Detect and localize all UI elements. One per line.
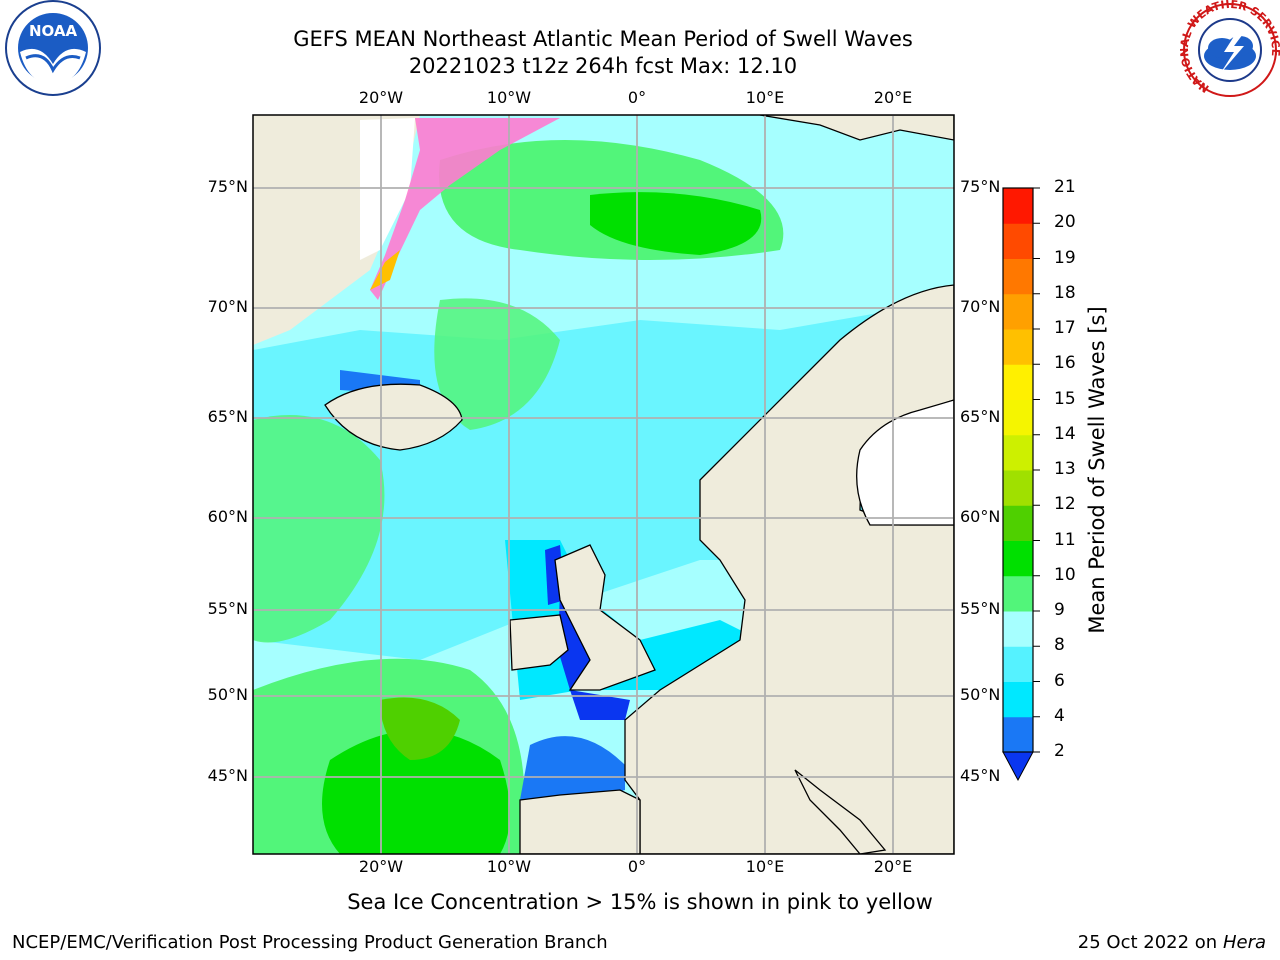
colorbar-tick-label: 9 (1054, 600, 1065, 620)
sea-ice-gulf-of-bothnia (856, 399, 954, 526)
colorbar-tick-label: 13 (1054, 459, 1076, 479)
colorbar-tick-label: 10 (1054, 564, 1076, 585)
colorbar-tick-label: 17 (1054, 318, 1076, 338)
colorbar-tick-label: 20 (1054, 212, 1076, 233)
colorbar-block (1003, 611, 1033, 647)
colorbar-block (1003, 646, 1033, 682)
lat-tick-right: 55°N (960, 599, 1001, 618)
map-graticule (253, 115, 954, 854)
land-iberia (519, 789, 641, 854)
lat-tick-right: 75°N (960, 177, 1001, 196)
lon-tick-bottom: 10°W (486, 857, 532, 876)
colorbar-block (1003, 434, 1033, 471)
land-svalbard (759, 115, 954, 141)
lon-tick-top: 20°W (358, 88, 404, 107)
national-weather-service-logo-icon: NATIONAL WEATHER SERVICE (1180, 0, 1280, 97)
lon-tick-top: 10°E (745, 88, 785, 107)
colorbar-block (1003, 575, 1033, 612)
sea-ice-edge (370, 118, 560, 300)
colorbar-tick-label: 6 (1054, 670, 1065, 691)
swell-zone-core-north (590, 192, 762, 255)
colorbar-label: Mean Period of Swell Waves [s] (1085, 306, 1109, 634)
swell-zone-west-atlantic (253, 415, 385, 643)
colorbar-block (1003, 681, 1033, 718)
swell-zone-biscay (520, 736, 625, 802)
chart-title: GEFS MEAN Northeast Atlantic Mean Period… (293, 27, 913, 51)
lon-tick-top: 10°W (486, 88, 532, 107)
lat-tick-left: 60°N (207, 507, 248, 526)
colorbar-block (1003, 716, 1033, 753)
lat-tick-right: 65°N (960, 407, 1001, 426)
map-frame (252, 114, 955, 855)
colorbar-tick-label: 8 (1054, 635, 1065, 656)
sea-ice-greenland-coast (360, 118, 415, 260)
colorbar-tick-label: 2 (1054, 741, 1065, 761)
colorbar (1002, 187, 1040, 782)
footer-host: Hera (1222, 932, 1266, 953)
chart-subtitle: 20221023 t12z 264h fcst Max: 12.10 (408, 54, 798, 78)
colorbar-block (1003, 223, 1033, 259)
footer-date-text: 25 Oct 2022 on (1077, 932, 1223, 953)
colorbar-tick-label: 15 (1054, 388, 1076, 409)
lat-tick-right: 60°N (960, 507, 1001, 526)
lon-tick-bottom: 20°E (873, 857, 913, 876)
colorbar-tick-label: 11 (1054, 529, 1076, 550)
sea-ice-high-concentration (370, 250, 400, 290)
sea-ice-caption: Sea Ice Concentration > 15% is shown in … (347, 890, 933, 914)
colorbar-tick-label: 19 (1054, 247, 1076, 268)
colorbar-block (1003, 188, 1033, 224)
colorbar-tick-label: 21 (1054, 177, 1076, 197)
colorbar-block (1003, 258, 1033, 295)
lat-tick-right: 45°N (960, 766, 1001, 785)
colorbar-block (1003, 470, 1033, 506)
swell-zone-east-iceland (434, 298, 560, 430)
lon-tick-bottom: 10°E (745, 857, 785, 876)
footer-credit: NCEP/EMC/Verification Post Processing Pr… (12, 932, 608, 953)
lon-tick-bottom: 20°W (358, 857, 404, 876)
lon-tick-bottom: 0° (627, 857, 647, 876)
footer-date: 25 Oct 2022 on Hera (1078, 932, 1266, 953)
lat-tick-left: 75°N (207, 177, 248, 196)
colorbar-tick-label: 18 (1054, 282, 1076, 303)
colorbar-tick-label: 4 (1054, 705, 1065, 726)
swell-zone-core-south (322, 730, 510, 854)
colorbar-block (1003, 293, 1033, 330)
land-ireland (509, 614, 569, 671)
swell-zone-channel (570, 690, 630, 720)
noaa-logo-text: NOAA (29, 22, 78, 40)
noaa-logo-icon: NOAA (5, 0, 101, 96)
colorbar-block (1003, 329, 1033, 365)
colorbar-tick-label: 16 (1054, 353, 1076, 374)
land-iceland (324, 383, 463, 451)
land-italy (794, 769, 887, 854)
colorbar-extend-arrow (1002, 751, 1034, 782)
colorbar-tick-label: 14 (1054, 423, 1076, 444)
swell-zone-max (380, 697, 460, 760)
lat-tick-right: 50°N (960, 685, 1001, 704)
lon-tick-top: 20°E (873, 88, 913, 107)
lat-tick-left: 65°N (207, 407, 248, 426)
lon-tick-top: 0° (627, 88, 647, 107)
lat-tick-left: 70°N (207, 297, 248, 316)
colorbar-block (1003, 505, 1033, 541)
lat-tick-right: 70°N (960, 297, 1001, 316)
land-great-britain (554, 544, 656, 691)
colorbar-block (1003, 364, 1033, 400)
colorbar-block (1003, 540, 1033, 577)
colorbar-tick-label: 12 (1054, 494, 1076, 515)
lat-tick-left: 50°N (207, 685, 248, 704)
lat-tick-left: 45°N (207, 766, 248, 785)
colorbar-block (1003, 399, 1033, 436)
lat-tick-left: 55°N (207, 599, 248, 618)
